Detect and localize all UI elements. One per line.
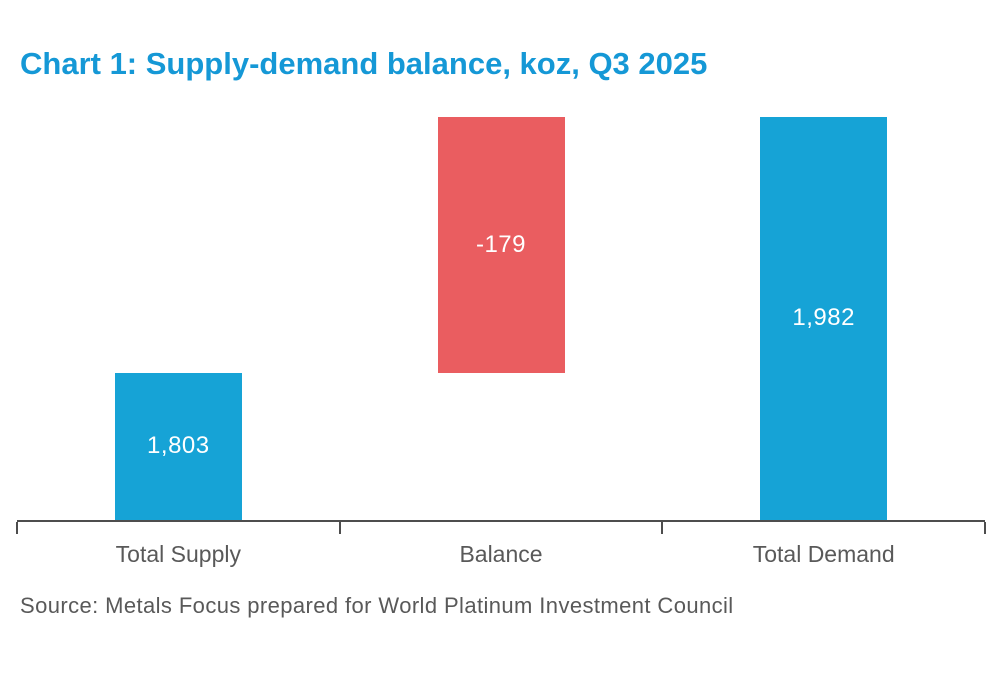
- bar-total-demand: 1,982: [760, 116, 888, 520]
- x-axis-category-label: Total Demand: [752, 541, 895, 567]
- plot-area: 1,803 -179 1,982: [16, 91, 986, 534]
- x-axis-category-label: Balance: [459, 541, 543, 567]
- bar-value-label: 1,982: [792, 304, 855, 332]
- bar-total-supply: 1,803: [114, 372, 242, 520]
- x-axis-category-row: Total Supply Balance Total Demand: [17, 541, 985, 568]
- source-note: Source: Metals Focus prepared for World …: [20, 593, 734, 618]
- x-axis-tick: [661, 522, 664, 534]
- bar-balance: -179: [437, 116, 565, 373]
- x-axis-tick: [16, 522, 18, 534]
- bar-value-label: -179: [475, 230, 527, 258]
- x-axis-tick: [984, 522, 986, 534]
- x-axis-category-label: Total Supply: [115, 541, 241, 567]
- bar-value-label: 1,803: [147, 432, 210, 460]
- chart-title: Chart 1: Supply-demand balance, koz, Q3 …: [20, 46, 708, 81]
- x-axis-tick: [338, 522, 341, 534]
